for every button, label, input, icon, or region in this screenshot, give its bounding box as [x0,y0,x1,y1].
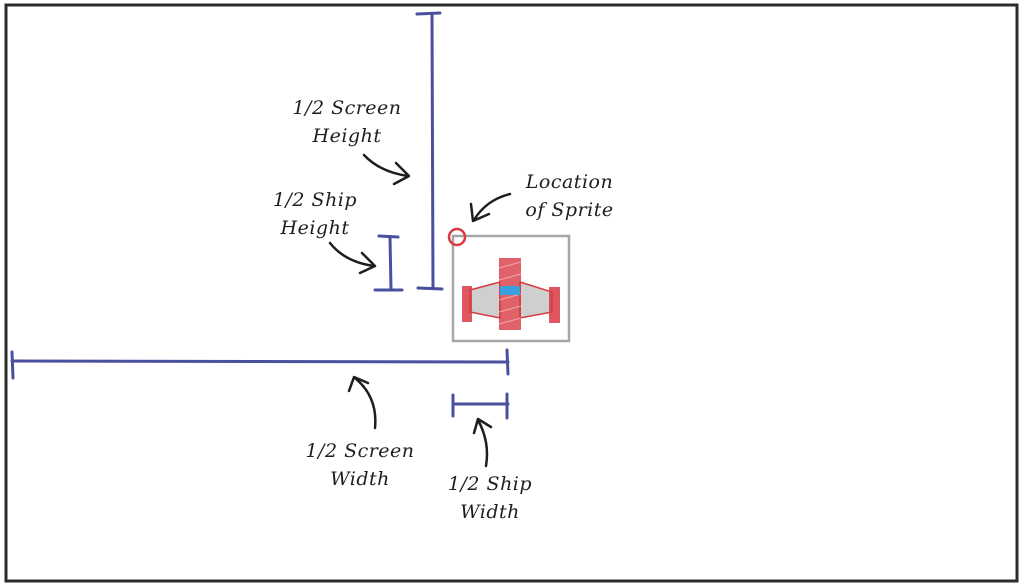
half-screen-width-measure [10,348,510,380]
half-ship-width-measure [451,392,510,420]
label-half-ship-width: 1/2 Ship Width [447,473,533,523]
half-ship-height-measure [373,234,404,292]
half-screen-height-measure [415,11,444,291]
screen-frame [4,3,1019,583]
arrow-location-of-sprite [472,192,512,222]
circle-marker-icon [447,227,467,247]
sprite-bounding-box [451,234,571,343]
arrow-half-screen-width [353,376,377,430]
arrow-half-ship-width [476,418,489,468]
label-location-of-sprite: Location of Sprite [525,171,614,221]
label-half-ship-height: 1/2 Ship Height [272,189,358,239]
label-half-screen-height: 1/2 Screen Height [292,97,402,147]
arrow-half-screen-height [362,153,410,178]
label-half-screen-width: 1/2 Screen Width [305,440,415,490]
spaceship-icon [462,258,560,330]
arrow-icons [328,153,512,468]
arrow-half-ship-height [328,241,376,268]
